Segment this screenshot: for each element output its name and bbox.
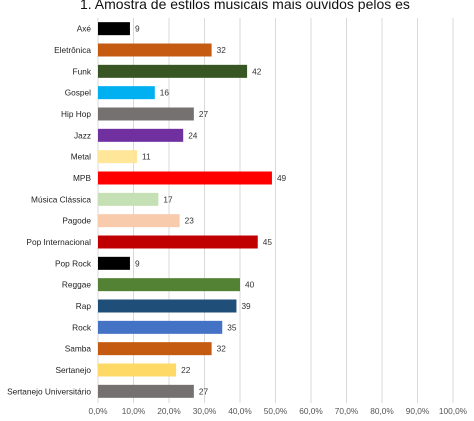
x-tick-label: 80,0% <box>370 406 394 416</box>
bar <box>98 43 212 57</box>
x-tick-label: 70,0% <box>335 406 359 416</box>
data-label: 32 <box>217 344 227 354</box>
bar <box>98 235 258 249</box>
data-label: 32 <box>217 45 227 55</box>
bar <box>98 171 272 185</box>
x-tick-label: 10,0% <box>122 406 146 416</box>
data-label: 35 <box>227 322 237 332</box>
bar <box>98 107 194 121</box>
data-label: 11 <box>142 152 151 162</box>
category-label: Eletrônica <box>54 45 91 55</box>
category-label: Sertanejo Universitário <box>7 386 91 396</box>
data-label: 16 <box>160 88 170 98</box>
data-label: 45 <box>263 237 273 247</box>
data-label: 9 <box>135 258 140 268</box>
x-tick-label: 60,0% <box>299 406 323 416</box>
category-label: Hip Hop <box>61 109 91 119</box>
bar <box>98 256 130 270</box>
x-tick-label: 40,0% <box>228 406 252 416</box>
bar <box>98 64 248 78</box>
x-tick-label: 100,0% <box>439 406 468 416</box>
data-label: 40 <box>245 280 255 290</box>
data-label: 17 <box>163 194 173 204</box>
category-label: Reggae <box>62 280 91 290</box>
data-label: 27 <box>199 109 209 119</box>
category-label: Gospel <box>65 88 91 98</box>
x-tick-label: 20,0% <box>157 406 181 416</box>
bar <box>98 342 212 356</box>
bar <box>98 86 155 100</box>
data-label: 23 <box>185 216 195 226</box>
bar <box>98 22 130 36</box>
x-tick-label: 50,0% <box>264 406 288 416</box>
category-label: Samba <box>65 344 92 354</box>
category-label: Axé <box>77 24 92 34</box>
bar <box>98 128 184 142</box>
category-label: Rock <box>72 322 92 332</box>
bar <box>98 363 177 377</box>
category-label: Jazz <box>74 130 91 140</box>
bar <box>98 192 159 206</box>
category-label: Pop Rock <box>55 258 92 268</box>
data-label: 9 <box>135 24 140 34</box>
data-label: 22 <box>181 365 191 375</box>
bar <box>98 299 237 313</box>
data-label: 27 <box>199 386 209 396</box>
bar <box>98 384 194 398</box>
category-label: Rap <box>76 301 92 311</box>
category-label: Sertanejo <box>55 365 91 375</box>
bar <box>98 320 223 334</box>
data-label: 42 <box>252 66 262 76</box>
category-label: Pagode <box>62 216 91 226</box>
category-label: Funk <box>73 66 92 76</box>
bar <box>98 278 240 292</box>
bar <box>98 150 138 164</box>
x-tick-label: 30,0% <box>193 406 217 416</box>
chart-title: 1. Amostra de estilos musicais mais ouvi… <box>80 0 410 12</box>
data-label: 39 <box>241 301 251 311</box>
data-label: 24 <box>188 130 198 140</box>
category-label: Metal <box>71 152 91 162</box>
category-label: MPB <box>73 173 91 183</box>
data-label: 49 <box>277 173 287 183</box>
category-label: Pop Internacional <box>26 237 91 247</box>
category-label: Música Clássica <box>31 194 91 204</box>
x-tick-label: 90,0% <box>406 406 430 416</box>
x-tick-label: 0,0% <box>89 406 109 416</box>
bar <box>98 214 180 228</box>
